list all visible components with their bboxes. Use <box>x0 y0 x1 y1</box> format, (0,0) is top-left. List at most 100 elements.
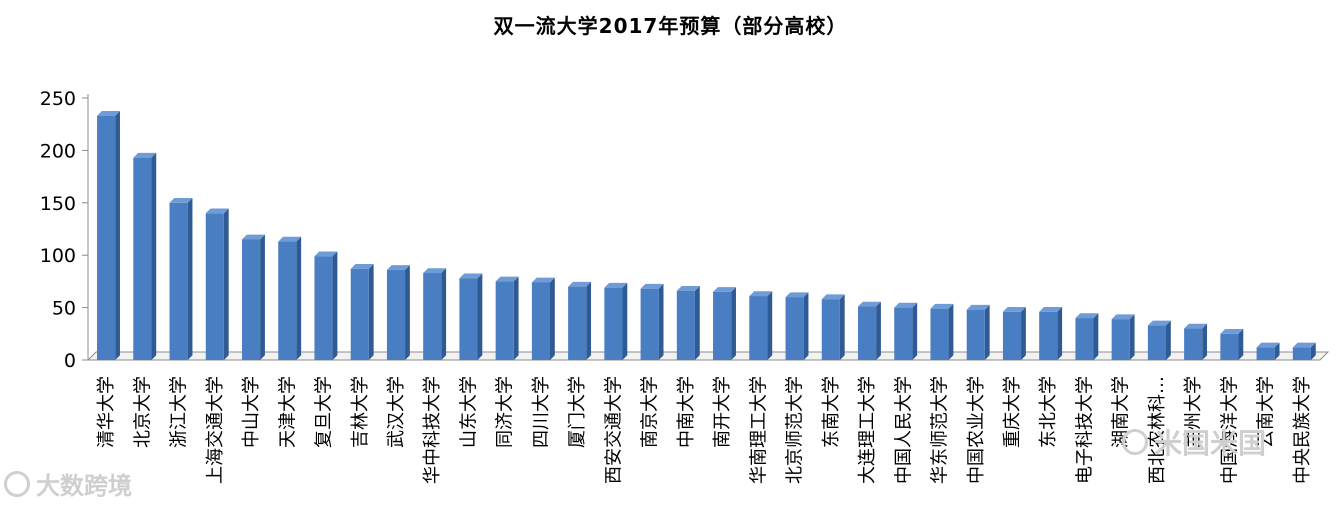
x-tick-label: 天津大学 <box>277 376 298 448</box>
bar-top <box>459 273 483 279</box>
bar-top <box>97 111 120 116</box>
bar <box>242 234 265 360</box>
bar-front <box>713 291 732 360</box>
bar-side <box>441 268 447 360</box>
bar <box>930 303 954 360</box>
x-tick-label: 中国人民大学 <box>893 376 914 484</box>
bar-top <box>133 152 157 158</box>
x-tick-label: 中央民族大学 <box>1292 376 1313 484</box>
bar-top <box>858 301 881 307</box>
bar-front <box>97 115 116 360</box>
bar-side <box>1021 306 1026 360</box>
bars-layer <box>97 111 1316 361</box>
bar-front <box>604 287 623 360</box>
bar <box>495 276 519 360</box>
watermark-right: 米国米国 <box>1122 422 1266 462</box>
bar-side <box>550 277 555 360</box>
x-tick-label: 中国农业大学 <box>966 376 987 484</box>
bar-top <box>314 251 338 257</box>
bar-front <box>423 273 442 360</box>
bar <box>640 283 664 360</box>
bar-top <box>423 268 447 274</box>
x-tick-label: 武汉大学 <box>386 376 407 448</box>
y-tick-label: 0 <box>64 350 76 372</box>
bar-side <box>839 294 845 360</box>
watermark-right-text: 米国米国 <box>1154 427 1267 460</box>
bar-front <box>785 297 804 360</box>
bar-side <box>1057 306 1063 360</box>
bar <box>1075 313 1099 360</box>
bar-front <box>1220 333 1239 360</box>
bar-front <box>1111 319 1130 360</box>
bar-side <box>1310 342 1316 360</box>
bar-top <box>1220 329 1244 334</box>
bar-top <box>1292 342 1316 348</box>
bar-top <box>1111 314 1135 320</box>
bar <box>568 281 592 360</box>
bar-top <box>1002 306 1026 312</box>
bar-top <box>278 236 302 242</box>
x-tick-label: 南京大学 <box>640 376 661 448</box>
x-tick-label: 北京师范大学 <box>785 376 806 484</box>
bar <box>1147 320 1171 360</box>
bar-side <box>187 198 193 360</box>
bar-top <box>1184 323 1208 329</box>
bar-top <box>568 281 592 287</box>
x-tick-label: 厦门大学 <box>567 376 588 448</box>
x-tick-labels: 清华大学 北京大学 浙江大学 上海交通大学 中山大学 天津大学 复旦大学 吉林大学 武汉大学 华中… <box>96 376 1313 484</box>
bar-top <box>1256 342 1280 348</box>
bar-front <box>1039 311 1058 360</box>
bar-front <box>1256 347 1275 360</box>
bar <box>821 294 845 360</box>
bar-top <box>1147 320 1171 326</box>
bar <box>894 302 918 360</box>
x-tick-label: 中山大学 <box>241 376 262 448</box>
x-tick-label: 东南大学 <box>821 376 842 448</box>
x-tick-label: 北京大学 <box>132 376 153 448</box>
bar-front <box>314 256 333 360</box>
x-tick-label: 大连理工大学 <box>857 376 878 484</box>
x-tick-label: 西北农林科… <box>1147 376 1168 484</box>
bar <box>459 273 483 360</box>
bar <box>350 264 374 360</box>
bar-side <box>1093 313 1099 360</box>
x-tick-label: 兰州大学 <box>1183 376 1204 448</box>
bar-front <box>133 157 152 360</box>
bar <box>314 251 338 360</box>
bar-side <box>260 234 265 360</box>
bar-top <box>749 291 773 297</box>
bar-front <box>242 239 261 360</box>
bar-front <box>640 288 659 360</box>
bar <box>858 301 881 360</box>
bar-side <box>1166 320 1171 360</box>
bar-side <box>984 304 990 360</box>
bar <box>133 152 157 360</box>
bar-top <box>821 294 845 300</box>
bar <box>966 304 990 360</box>
bar-top <box>350 264 374 269</box>
bar-side <box>1274 342 1280 360</box>
bar-top <box>785 292 809 298</box>
y-tick-label: 50 <box>52 298 76 320</box>
bar-side <box>115 111 120 361</box>
bar <box>1292 342 1316 360</box>
bar-front <box>676 290 695 360</box>
bar-side <box>477 273 483 360</box>
axis-layer <box>86 94 1330 361</box>
bar-side <box>1238 329 1244 360</box>
y-tick-label: 100 <box>40 245 76 267</box>
bar-top <box>930 303 954 309</box>
bar-side <box>803 292 809 360</box>
bar-side <box>767 291 773 360</box>
bar <box>604 282 628 360</box>
bar-top <box>205 208 229 214</box>
bar-side <box>368 264 374 360</box>
x-tick-label: 山东大学 <box>458 376 479 448</box>
x-tick-label: 重庆大学 <box>1002 376 1023 448</box>
x-tick-label: 同济大学 <box>495 376 516 448</box>
bar-front <box>169 202 188 360</box>
bar <box>676 286 700 360</box>
x-tick-label: 中南大学 <box>676 376 697 448</box>
bar-top <box>169 198 193 203</box>
bar-front <box>858 306 877 360</box>
